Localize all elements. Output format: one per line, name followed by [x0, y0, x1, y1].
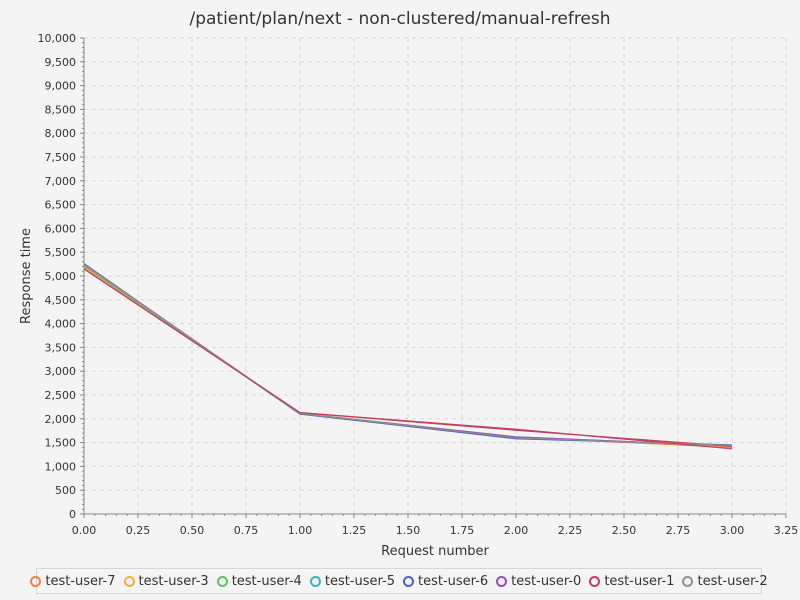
- legend-label: test-user-3: [138, 573, 209, 589]
- x-tick-label: 2.00: [504, 524, 529, 537]
- series-lines: [83, 263, 733, 450]
- legend-swatch-icon: [589, 575, 601, 587]
- legend-label: test-user-6: [418, 573, 489, 589]
- legend-swatch-icon: [216, 575, 228, 587]
- y-tick-label: 8,000: [45, 127, 77, 140]
- legend-swatch-icon: [30, 575, 42, 587]
- legend-item: test-user-0: [496, 574, 581, 589]
- y-tick-label: 4,500: [45, 294, 77, 307]
- legend-swatch-icon: [496, 575, 508, 587]
- series-line: [83, 265, 733, 448]
- x-tick-label: 0.00: [72, 524, 97, 537]
- y-tick-label: 1,500: [45, 437, 77, 450]
- legend-label: test-user-5: [324, 573, 395, 589]
- x-tick-label: 1.75: [450, 524, 475, 537]
- legend-label: test-user-0: [511, 573, 582, 589]
- legend-swatch-icon: [309, 575, 321, 587]
- x-tick-label: 3.25: [774, 524, 799, 537]
- legend-item: test-user-3: [123, 573, 209, 589]
- x-tick-label: 3.00: [720, 524, 745, 537]
- legend-swatch-icon: [123, 575, 135, 587]
- y-tick-label: 5,500: [45, 246, 77, 259]
- y-axis-label: Response time: [19, 228, 34, 324]
- chart-title: /patient/plan/next - non-clustered/manua…: [189, 9, 610, 29]
- legend-label: test-user-1: [604, 573, 675, 589]
- y-tick-label: 8,500: [45, 103, 77, 116]
- legend-swatch-icon: [682, 575, 694, 587]
- y-tick-label: 4,000: [45, 318, 77, 331]
- legend-swatch-icon: [403, 575, 414, 587]
- x-tick-label: 2.25: [558, 524, 583, 537]
- y-tick-label: 9,000: [45, 80, 77, 93]
- legend-item: test-user-4: [216, 573, 302, 589]
- y-tick-label: 1,000: [45, 460, 77, 473]
- legend-label: test-user-4: [231, 573, 302, 589]
- x-tick-label: 2.75: [666, 524, 691, 537]
- y-tick-label: 0: [69, 508, 76, 521]
- series-line-overlay: [83, 268, 733, 450]
- y-tick-label: 2,500: [45, 389, 77, 402]
- legend-item: test-user-2: [682, 573, 768, 589]
- y-tick-label: 9,500: [45, 56, 77, 69]
- x-tick-label: 2.50: [612, 524, 637, 537]
- legend-item: test-user-1: [589, 574, 674, 589]
- x-tick-label: 1.00: [288, 524, 313, 537]
- x-tick-label: 0.25: [126, 524, 151, 537]
- x-tick-label: 1.50: [396, 524, 421, 537]
- y-tick-label: 6,500: [45, 199, 77, 212]
- legend-item: test-user-6: [403, 574, 488, 589]
- legend: test-user-7 test-user-3 test-user-4 test-us…: [30, 568, 768, 594]
- x-axis-label: Request number: [381, 544, 489, 559]
- y-tick-label: 6,000: [45, 222, 77, 235]
- y-tick-label: 7,500: [45, 151, 77, 164]
- legend-item: test-user-7: [30, 573, 116, 589]
- series-line: [83, 264, 733, 447]
- x-tick-label: 0.50: [180, 524, 205, 537]
- y-tick-label: 3,500: [45, 341, 77, 354]
- y-tick-label: 10,000: [38, 32, 77, 45]
- y-tick-label: 500: [55, 484, 76, 497]
- legend-label: test-user-2: [697, 573, 768, 589]
- y-tick-label: 5,000: [45, 270, 77, 283]
- x-tick-label: 0.75: [234, 524, 259, 537]
- legend-item: test-user-5: [309, 573, 395, 589]
- legend-label: test-user-7: [45, 573, 116, 589]
- axes: 0 500 1,000 1,500 2,000 2,500 3,000 3,500 4,000 4…: [38, 32, 799, 537]
- x-tick-label: 1.25: [342, 524, 367, 537]
- y-tick-label: 7,000: [45, 175, 77, 188]
- y-tick-label: 3,000: [45, 365, 77, 378]
- y-tick-label: 2,000: [45, 413, 77, 426]
